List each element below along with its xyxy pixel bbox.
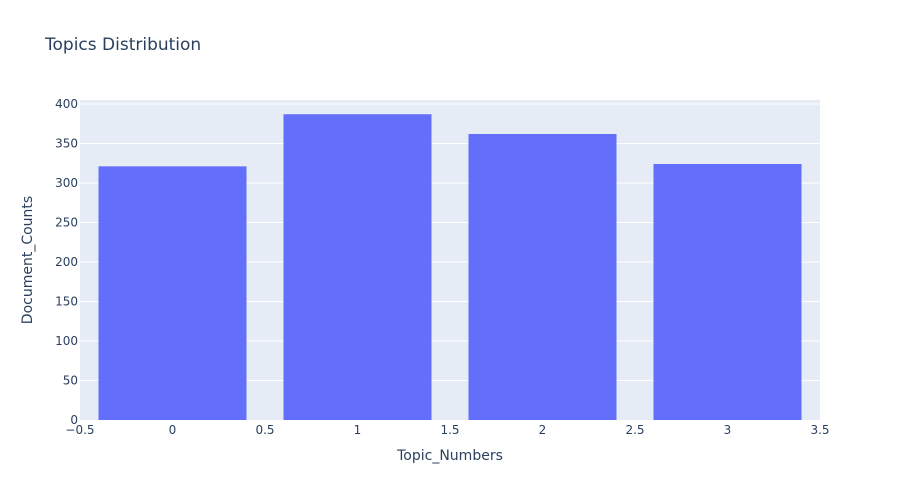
- y-tick-label: 200: [55, 255, 78, 269]
- x-tick-label: 0.5: [255, 423, 274, 437]
- y-tick-label: 50: [63, 373, 78, 387]
- y-tick-label: 100: [55, 334, 78, 348]
- x-tick-label: 0: [169, 423, 177, 437]
- y-tick-label: 350: [55, 136, 78, 150]
- y-tick-label: 400: [55, 97, 78, 111]
- bar-topic-0[interactable]: [98, 166, 247, 420]
- y-axis-ticks: 0 50 100 150 200 250 300 350 400: [55, 97, 78, 427]
- bar-topic-1[interactable]: [283, 114, 432, 420]
- x-tick-label: 1: [354, 423, 362, 437]
- y-tick-label: 0: [70, 413, 78, 427]
- x-tick-label: 3: [724, 423, 732, 437]
- y-tick-label: 300: [55, 176, 78, 190]
- x-tick-label: 2.5: [625, 423, 644, 437]
- chart-title: Topics Distribution: [44, 35, 201, 55]
- x-tick-label: −0.5: [65, 423, 94, 437]
- bar-topic-2[interactable]: [468, 133, 617, 420]
- x-tick-label: 2: [539, 423, 547, 437]
- y-axis-title: Document_Counts: [20, 196, 36, 324]
- bars: [98, 114, 802, 420]
- x-axis-title: Topic_Numbers: [396, 448, 503, 464]
- y-tick-label: 150: [55, 294, 78, 308]
- x-tick-label: 1.5: [440, 423, 459, 437]
- y-tick-label: 250: [55, 215, 78, 229]
- x-tick-label: 3.5: [810, 423, 829, 437]
- x-axis-ticks: −0.5 0 0.5 1 1.5 2 2.5 3 3.5: [65, 423, 829, 437]
- bar-topic-3[interactable]: [653, 164, 802, 420]
